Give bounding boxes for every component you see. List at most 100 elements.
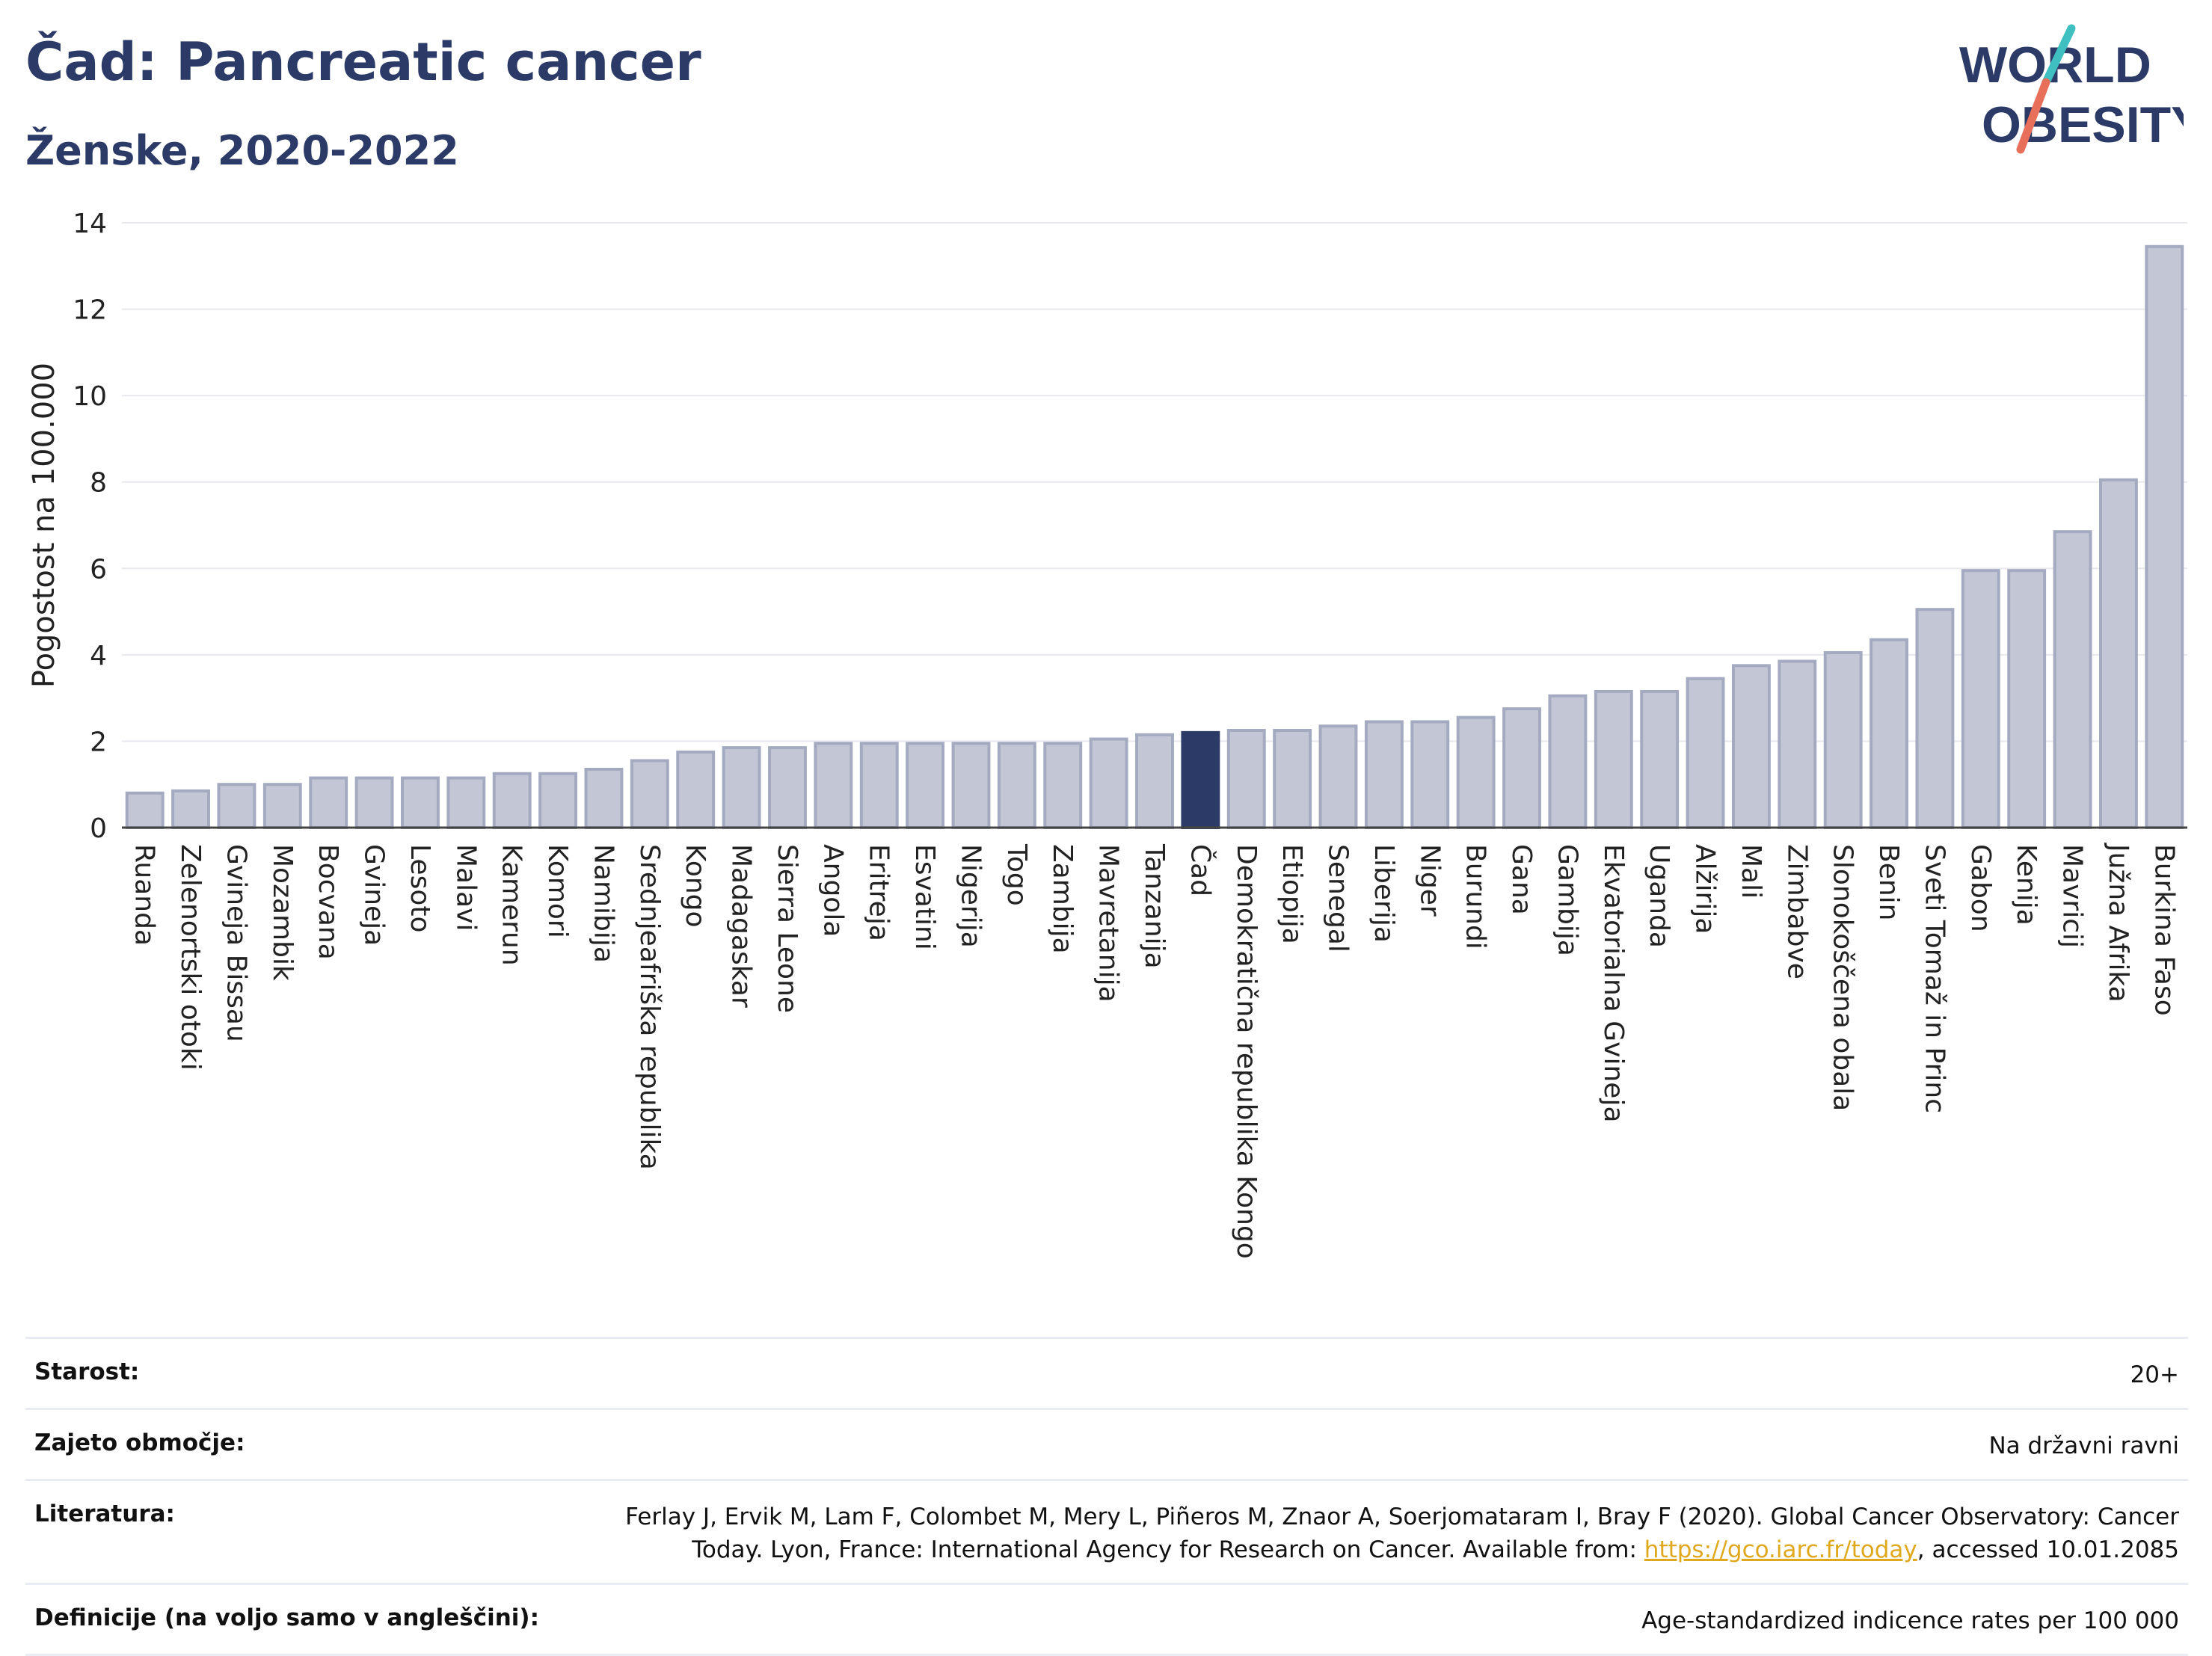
bar bbox=[1364, 720, 1404, 829]
logo-slash-coral bbox=[2016, 78, 2050, 154]
bar bbox=[1273, 728, 1312, 829]
bar bbox=[676, 750, 716, 829]
bar bbox=[1043, 742, 1083, 830]
x-tick-label: Benin bbox=[1873, 844, 1904, 920]
x-tick-label: Etiopija bbox=[1276, 844, 1307, 944]
bar bbox=[538, 772, 578, 829]
x-tick-label: Madagaskar bbox=[726, 844, 757, 1008]
metadata-table: Starost: 20+ Zajeto območje: Na državni … bbox=[25, 1337, 2188, 1656]
x-tick-label: Ruanda bbox=[129, 844, 160, 946]
bar bbox=[309, 776, 348, 829]
y-tick-label: 8 bbox=[90, 468, 107, 499]
x-tick-label: Nigerija bbox=[955, 844, 986, 948]
y-tick-label: 12 bbox=[73, 295, 107, 326]
bar bbox=[217, 783, 256, 829]
bar bbox=[1089, 737, 1128, 830]
meta-value-reference: Ferlay J, Ervik M, Lam F, Colombet M, Me… bbox=[624, 1500, 2179, 1566]
bar bbox=[1823, 650, 1863, 829]
bar bbox=[906, 742, 945, 830]
bar bbox=[1181, 730, 1220, 829]
y-axis-label: Pogostost na 100.000 bbox=[27, 363, 61, 688]
bar bbox=[1502, 707, 1541, 830]
x-tick-label: Burundi bbox=[1460, 844, 1491, 949]
bar bbox=[1870, 638, 1908, 829]
x-tick-label: Zelenortski otoki bbox=[175, 844, 206, 1071]
y-tick-label: 4 bbox=[90, 641, 107, 671]
x-tick-label: Mozambik bbox=[267, 844, 298, 981]
meta-label: Starost: bbox=[34, 1358, 140, 1385]
reference-text: Ferlay J, Ervik M, Lam F, Colombet M, Me… bbox=[625, 1503, 2179, 1563]
x-tick-label: Burkina Faso bbox=[2148, 844, 2179, 1016]
x-tick-label: Mali bbox=[1736, 844, 1766, 899]
x-tick-label: Gana bbox=[1506, 844, 1537, 915]
x-tick-label: Kamerun bbox=[497, 844, 527, 966]
bar bbox=[1915, 608, 1955, 829]
x-tick-label: Kenija bbox=[2011, 844, 2042, 926]
x-tick-label: Ekvatorialna Gvineja bbox=[1598, 844, 1629, 1123]
meta-row-references: Literatura: Ferlay J, Ervik M, Lam F, Co… bbox=[25, 1479, 2188, 1583]
meta-row-age: Starost: 20+ bbox=[25, 1337, 2188, 1408]
y-tick-label: 10 bbox=[73, 381, 107, 412]
bar bbox=[492, 772, 532, 829]
bar bbox=[814, 742, 853, 830]
x-tick-label: Srednjeafriška republika bbox=[634, 844, 665, 1170]
bar bbox=[262, 783, 302, 829]
x-tick-label: Gvineja bbox=[359, 844, 390, 946]
bar bbox=[2007, 569, 2047, 829]
x-tick-label: Zimbabve bbox=[1781, 844, 1812, 979]
bar bbox=[722, 746, 761, 830]
bar bbox=[171, 789, 211, 830]
meta-value: Na državni ravni bbox=[1988, 1432, 2179, 1459]
x-tick-label: Esvatini bbox=[909, 844, 940, 950]
bar bbox=[584, 767, 624, 829]
bar bbox=[1640, 689, 1680, 829]
meta-label: Definicije (na voljo samo v angleščini): bbox=[34, 1604, 539, 1631]
x-tick-label: Tanzanija bbox=[1139, 843, 1170, 969]
x-tick-label: Komori bbox=[542, 844, 573, 938]
x-tick-label: Zambija bbox=[1047, 844, 1078, 954]
x-tick-label: Senegal bbox=[1323, 844, 1354, 952]
bar bbox=[2098, 478, 2138, 829]
bar-chart: 0 2 4 6 8 10 12 14 Pogostost na 100.000 Ruanda Zel… bbox=[27, 209, 2187, 1259]
chart-title: Čad: Pancreatic cancer bbox=[25, 31, 701, 93]
x-tick-label: Malavi bbox=[450, 844, 481, 932]
x-tick-label: Demokratična republika Kongo bbox=[1231, 844, 1262, 1259]
bar bbox=[1686, 677, 1725, 829]
bar bbox=[859, 742, 899, 830]
bar bbox=[630, 759, 669, 829]
bar bbox=[1135, 733, 1174, 830]
bar bbox=[768, 746, 807, 830]
chart-subtitle: Ženske, 2020-2022 bbox=[25, 127, 459, 174]
bar bbox=[446, 776, 486, 829]
bar bbox=[1731, 664, 1771, 830]
y-tick-label: 6 bbox=[90, 554, 107, 585]
x-tick-label: Togo bbox=[1001, 843, 1032, 906]
bar bbox=[951, 742, 991, 830]
x-tick-label: Gvineja Bissau bbox=[221, 844, 251, 1042]
logo-line2: OBESITY bbox=[1982, 96, 2184, 153]
bar bbox=[1318, 724, 1358, 829]
bar bbox=[1778, 659, 1817, 830]
meta-value: Age-standardized indicence rates per 100… bbox=[1641, 1607, 2179, 1634]
x-tick-label: Mavretanija bbox=[1093, 844, 1124, 1003]
meta-row-coverage: Zajeto območje: Na državni ravni bbox=[25, 1408, 2188, 1479]
x-tick-label: Eritreja bbox=[864, 844, 894, 941]
bar bbox=[1226, 728, 1266, 829]
bar bbox=[354, 776, 394, 829]
x-tick-label: Gambija bbox=[1552, 844, 1582, 956]
y-tick-label: 0 bbox=[90, 813, 107, 844]
x-tick-label: Liberija bbox=[1368, 844, 1399, 943]
x-tick-label: Mavricij bbox=[2057, 844, 2088, 948]
x-tick-label: Uganda bbox=[1644, 844, 1674, 948]
reference-accessed: , accessed 10.01.2085 bbox=[1917, 1536, 2179, 1563]
bar bbox=[2053, 530, 2092, 829]
bar bbox=[1456, 715, 1496, 829]
meta-label: Zajeto območje: bbox=[34, 1429, 245, 1456]
x-tick-label: Sierra Leone bbox=[772, 844, 802, 1013]
world-obesity-logo: WORLD OBESITY bbox=[1959, 24, 2184, 154]
y-tick-label: 14 bbox=[73, 209, 107, 239]
reference-link[interactable]: https://gco.iarc.fr/today bbox=[1644, 1536, 1917, 1563]
x-tick-label: Gabon bbox=[1965, 844, 1996, 932]
bar bbox=[1961, 569, 2000, 829]
bar bbox=[1548, 694, 1588, 830]
